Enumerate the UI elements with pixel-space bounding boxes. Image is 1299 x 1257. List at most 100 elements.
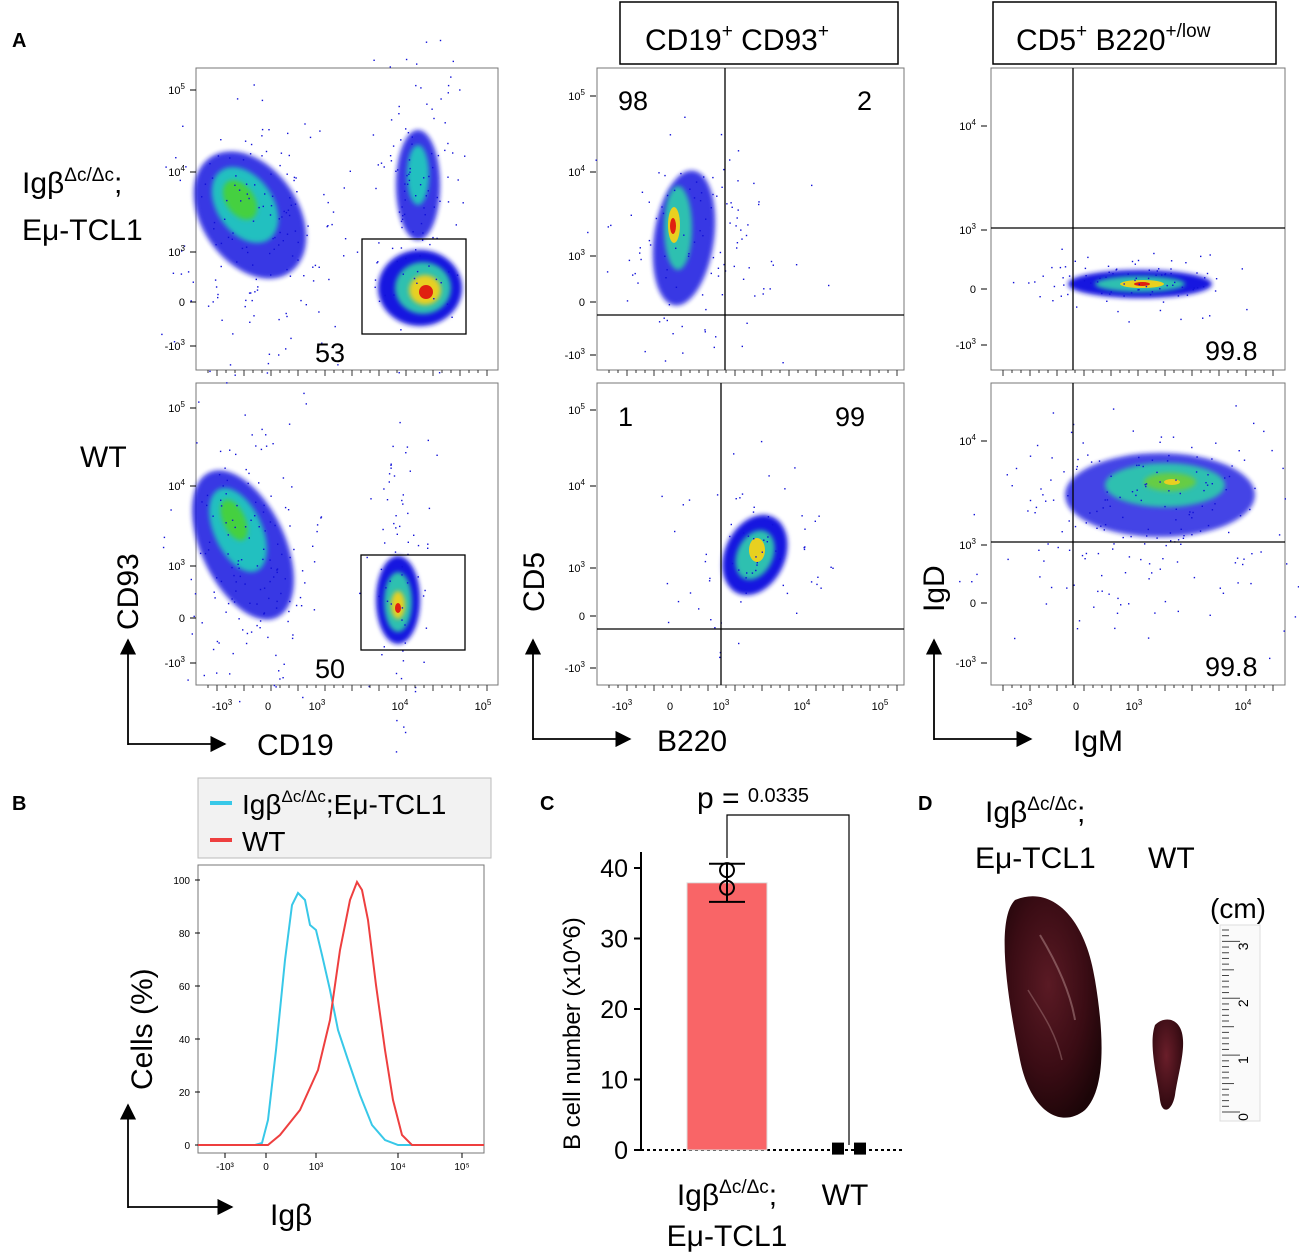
scatter-dot	[1066, 587, 1068, 589]
scatter-dot	[763, 288, 765, 290]
scatter-dot	[1151, 572, 1153, 574]
scatter-dot	[263, 613, 265, 615]
scatter-dot	[374, 279, 377, 281]
scatter-dot	[220, 139, 222, 141]
density-r1c2	[652, 170, 716, 306]
scatter-dot	[231, 519, 234, 521]
scatter-dot	[745, 234, 748, 237]
scatter-dot	[190, 578, 192, 581]
scatter-dot	[415, 249, 417, 251]
scatter-dot	[733, 453, 735, 455]
scatter-dot	[276, 569, 278, 571]
scatter-dot	[794, 467, 796, 469]
scatter-dot	[275, 654, 277, 657]
scatter-dot	[1205, 482, 1207, 484]
scatter-dot	[746, 572, 748, 574]
hist-x-tick-label: 10⁴	[390, 1162, 405, 1173]
panel-label-b: B	[12, 793, 26, 815]
scatter-dot	[258, 482, 260, 484]
scatter-dot	[648, 201, 650, 203]
scatter-dot	[741, 345, 743, 348]
hist-x-tick-label: 0	[263, 1162, 269, 1173]
scatter-dot	[244, 526, 247, 528]
scatter-dot	[1161, 274, 1163, 276]
scatter-dot	[1192, 288, 1194, 291]
scatter-dot	[417, 576, 419, 578]
scatter-dot	[452, 60, 454, 63]
scatter-dot	[689, 188, 691, 190]
scatter-dot	[286, 233, 289, 235]
scatter-dot	[747, 535, 750, 537]
scatter-dot	[405, 128, 407, 130]
scatter-dot	[1085, 522, 1087, 524]
scatter-dot	[248, 197, 250, 200]
scatter-dot	[448, 271, 450, 273]
plot-r1c2	[596, 67, 905, 371]
scatter-dot	[199, 552, 202, 555]
gate-value-r1c2-right: 2	[857, 86, 872, 116]
scatter-dot	[1201, 505, 1203, 507]
scatter-dot	[248, 472, 250, 475]
scatter-dot	[293, 548, 295, 551]
scatter-dot	[275, 686, 277, 688]
scatter-dot	[1284, 498, 1286, 500]
scatter-dot	[251, 434, 253, 436]
scatter-dot	[261, 155, 263, 157]
scatter-dot	[390, 119, 393, 121]
scatter-dot	[1249, 508, 1251, 511]
scatter-dot	[1199, 530, 1202, 532]
scatter-dot	[265, 150, 268, 153]
scatter-dot	[1179, 492, 1181, 495]
scatter-dot	[1166, 284, 1168, 287]
scatter-dot	[771, 524, 774, 526]
scatter-dot	[278, 218, 280, 220]
scatter-dot	[746, 322, 748, 324]
y-tick-label-1-0: 105	[168, 400, 185, 415]
x-tick-label-0-4: 105	[475, 698, 492, 713]
gate-value-r2c2-left: 1	[618, 402, 633, 432]
scatter-dot	[702, 235, 704, 237]
scatter-dot	[1164, 505, 1166, 508]
scatter-dot	[286, 173, 288, 175]
scatter-dot	[318, 266, 320, 268]
scatter-dot	[1011, 485, 1013, 487]
scatter-dot	[763, 539, 765, 541]
scatter-dot	[260, 448, 263, 451]
scatter-dot	[183, 245, 186, 247]
scatter-dot	[1117, 597, 1119, 600]
scatter-dot	[1153, 252, 1155, 255]
scatter-dot	[432, 166, 434, 169]
scatter-dot	[754, 295, 756, 297]
scatter-dot	[681, 325, 683, 328]
scatter-dot	[1159, 288, 1161, 290]
scatter-dot	[973, 513, 975, 516]
scatter-dot	[1234, 562, 1237, 564]
gate-value-r2c2-right: 99	[835, 402, 865, 432]
scatter-dot	[1136, 464, 1138, 467]
scatter-dot	[236, 261, 238, 263]
scatter-dot	[1251, 553, 1253, 555]
y-tick-label-5-2: 0	[970, 598, 976, 610]
scatter-dot	[401, 574, 403, 576]
scatter-dot	[293, 179, 295, 182]
scatter-dot	[229, 449, 231, 451]
scatter-dot	[456, 274, 459, 276]
scatter-dot	[232, 652, 234, 655]
y-tick-label-1-1: 104	[168, 478, 185, 493]
scatter-dot	[436, 196, 438, 199]
scatter-dot	[289, 275, 292, 277]
p-value-label: p = 0.0335	[697, 782, 809, 815]
bar-category-0-line2: Eμ-TCL1	[667, 1220, 788, 1253]
scatter-dot	[402, 660, 405, 662]
scatter-dot	[245, 642, 248, 645]
scatter-dot	[1175, 508, 1177, 510]
scatter-dot	[258, 526, 260, 528]
scatter-dot	[204, 183, 207, 185]
col2-header-cd19: CD19	[645, 24, 722, 57]
scatter-dot	[403, 190, 406, 192]
scatter-dot	[439, 39, 442, 42]
density-r1c1	[193, 130, 462, 326]
scatter-dot	[388, 481, 390, 483]
scatter-dot	[1042, 275, 1044, 277]
scatter-dot	[444, 149, 446, 152]
